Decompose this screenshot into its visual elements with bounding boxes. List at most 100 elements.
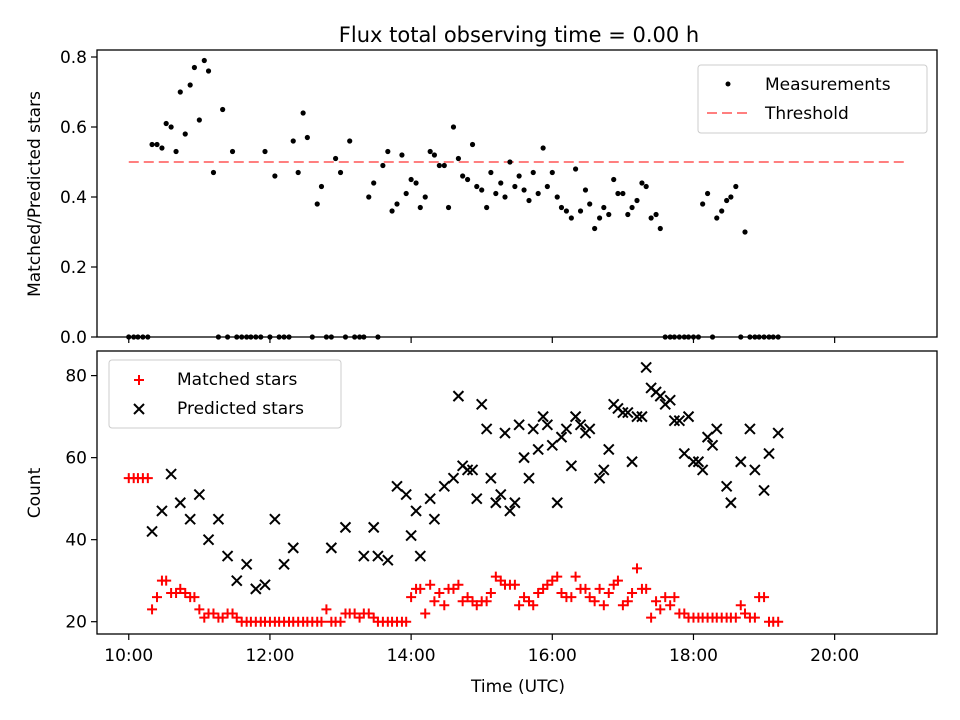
x-axis-label: Time (UTC)	[470, 677, 565, 697]
measurement-point	[526, 197, 532, 204]
predicted-stars-point	[259, 579, 271, 591]
measurement-point	[643, 183, 649, 190]
matched-stars-point	[570, 571, 581, 582]
bottom-legend-box	[108, 359, 342, 429]
predicted-stars-point	[221, 550, 234, 562]
measurement-point	[286, 334, 292, 340]
predicted-stars-point	[636, 410, 648, 423]
x-tick-label: 14:00	[387, 646, 436, 666]
measurement-point	[625, 211, 631, 218]
predicted-stars-point	[537, 410, 549, 423]
x-tick-label: 16:00	[528, 646, 577, 666]
legend-predicted-marker	[133, 403, 145, 415]
predicted-stars-point	[287, 542, 299, 554]
measurement-point	[332, 155, 339, 162]
predicted-stars-point	[391, 480, 403, 493]
bottom-x-ticks: 10:00 12:00 14:00 16:00 18:00 20:00	[104, 634, 859, 666]
x-tick-label: 20:00	[810, 646, 859, 666]
predicted-stars-point	[513, 419, 525, 431]
measurement-point	[215, 334, 222, 340]
predicted-stars-point	[165, 468, 177, 480]
matched-stars-point	[453, 579, 464, 590]
predicted-stars-point	[325, 542, 338, 554]
predicted-stars-point	[250, 583, 262, 595]
measurement-point	[502, 194, 508, 200]
measurement-point	[685, 334, 692, 340]
predicted-stars-point	[438, 480, 451, 493]
measurement-point	[422, 194, 428, 200]
predicted-stars-point	[499, 427, 511, 439]
matched-stars-point	[509, 579, 520, 590]
top-y-tick-label: 0.4	[60, 188, 87, 208]
measurement-point	[667, 334, 673, 340]
measurement-point	[690, 334, 697, 340]
measurement-point	[177, 89, 183, 95]
legend-matched-plus	[134, 375, 144, 385]
matched-stars-point	[646, 612, 657, 623]
predicted-stars-point	[555, 431, 568, 443]
matched-stars-point	[439, 600, 450, 611]
predicted-stars-point	[744, 423, 756, 435]
matched-stars-points	[123, 473, 784, 627]
measurement-point	[766, 334, 772, 340]
predicted-stars-point	[706, 439, 719, 452]
measurement-point	[671, 334, 678, 340]
predicted-stars-point	[202, 533, 215, 546]
measurement-points	[126, 57, 781, 340]
measurement-point	[375, 334, 381, 340]
measurement-point	[276, 334, 282, 340]
measurement-point	[714, 215, 720, 221]
predicted-stars-point	[664, 394, 676, 406]
matched-stars-point	[514, 600, 525, 611]
predicted-stars-point	[405, 529, 417, 542]
predicted-stars-point	[231, 574, 243, 587]
bottom-y-tick-label: 20	[65, 613, 87, 633]
measurement-point	[205, 68, 212, 74]
measurement-point	[634, 197, 640, 204]
top-y-axis-label: Matched/Predicted stars	[25, 91, 45, 297]
measurement-point	[752, 334, 758, 340]
measurement-point	[484, 204, 490, 211]
measurement-point	[704, 190, 711, 197]
measurement-point	[347, 138, 353, 144]
bottom-y-axis-label: Count	[25, 467, 45, 518]
predicted-stars-point	[720, 480, 733, 493]
matched-stars-point	[589, 596, 600, 607]
predicted-stars-point	[631, 410, 643, 423]
x-tick-label: 12:00	[245, 646, 294, 666]
predicted-stars-point	[174, 497, 187, 509]
measurement-point	[549, 169, 555, 176]
measurement-point	[300, 110, 306, 116]
matched-stars-point	[481, 596, 492, 607]
matched-stars-point	[528, 600, 539, 611]
measurement-point	[436, 162, 442, 169]
top-axes: 0.00.20.40.60.8 Matched/Predicted stars …	[25, 48, 938, 348]
matched-stars-point	[594, 583, 605, 594]
predicted-stars-point	[527, 423, 539, 435]
measurement-point	[244, 334, 250, 340]
matched-stars-point	[406, 592, 417, 603]
measurement-point	[460, 173, 466, 179]
measurement-point	[662, 334, 668, 340]
measurement-point	[733, 183, 739, 190]
bottom-y-tick-label: 60	[65, 449, 87, 469]
matched-stars-point	[773, 616, 784, 627]
measurement-point	[601, 204, 607, 211]
measurement-point	[724, 197, 730, 204]
measurement-point	[592, 225, 598, 232]
predicted-stars-point	[414, 550, 427, 562]
matched-stars-point	[485, 587, 496, 598]
measurement-point	[709, 334, 716, 340]
bottom-y-tick-label: 80	[65, 367, 87, 387]
predicted-stars-point	[358, 550, 370, 562]
matched-stars-point	[420, 608, 431, 619]
predicted-stars-point	[184, 513, 196, 525]
predicted-stars-point	[569, 410, 582, 423]
measurement-point	[163, 120, 169, 127]
measurement-point	[191, 64, 198, 71]
measurement-point	[399, 152, 405, 158]
predicted-stars-point	[673, 415, 686, 427]
predicted-stars-point	[410, 505, 422, 517]
matched-stars-point	[335, 616, 346, 627]
